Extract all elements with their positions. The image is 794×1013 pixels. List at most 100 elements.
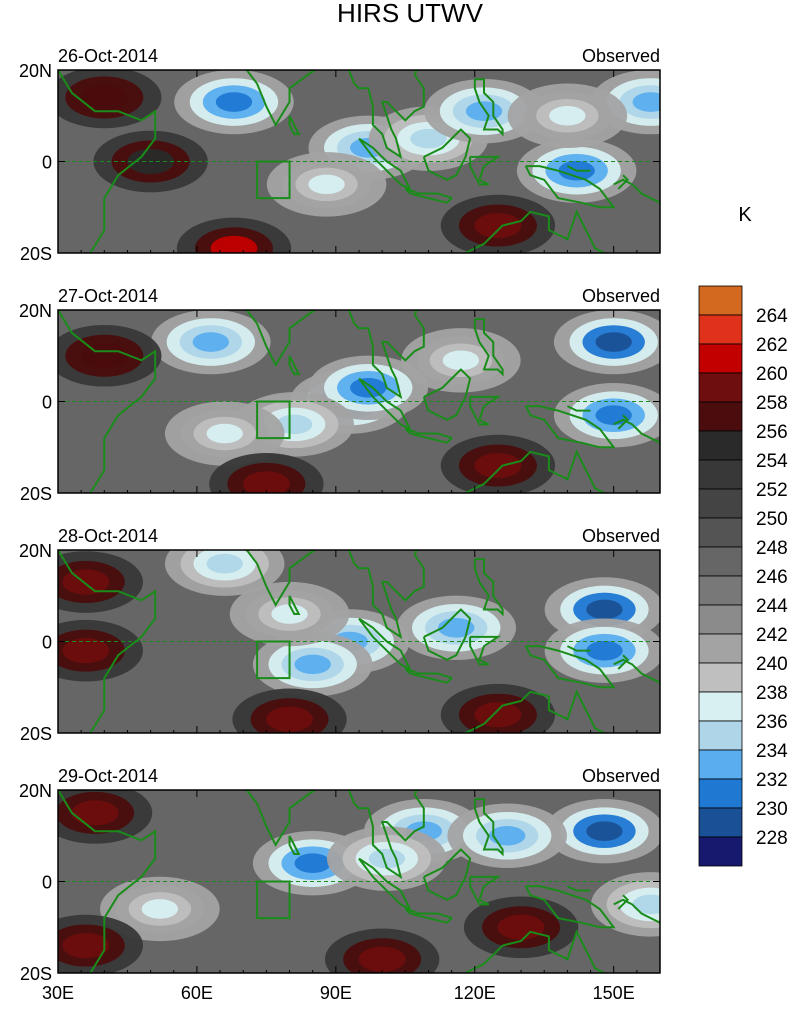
coastline <box>469 155 502 186</box>
coastline <box>566 885 591 892</box>
utwv-contour <box>595 332 632 352</box>
colorbar-swatch <box>698 314 743 345</box>
y-tick-label: 20N <box>19 61 52 81</box>
colorbar-label: 234 <box>756 741 788 762</box>
utwv-contour <box>465 101 503 121</box>
coastline <box>566 165 591 172</box>
colorbar-label: 254 <box>756 451 788 472</box>
y-tick-label: 20N <box>19 301 52 321</box>
coastline <box>358 857 413 912</box>
y-tick-label: 20S <box>20 244 52 264</box>
colorbar-label: 244 <box>756 596 788 617</box>
panel-date: 29-Oct-2014 <box>58 766 158 786</box>
utwv-contour <box>192 332 230 352</box>
utwv-contour <box>62 932 110 959</box>
utwv-contour <box>242 471 290 493</box>
colorbar-swatch <box>698 691 743 722</box>
colorbar-swatch <box>698 662 743 693</box>
coastline <box>464 929 605 973</box>
colorbar-label: 260 <box>756 364 788 385</box>
panel-source: Observed <box>582 766 660 786</box>
utwv-contour <box>294 654 331 675</box>
coastline <box>288 355 301 376</box>
colorbar-label: 228 <box>756 828 788 849</box>
utwv-contour <box>474 702 522 728</box>
colorbar-label: 248 <box>756 538 788 559</box>
utwv-contour <box>71 800 119 826</box>
colorbar-label: 242 <box>756 625 788 646</box>
colorbar-swatch <box>698 749 743 780</box>
coastline <box>617 174 630 190</box>
utwv-contour <box>586 640 623 661</box>
coastline <box>566 645 591 652</box>
x-tick-label: 120E <box>454 983 496 1003</box>
figure-title: HIRS UTWV <box>337 0 484 28</box>
coastline <box>404 427 454 444</box>
colorbar-swatch <box>698 430 743 461</box>
utwv-contour <box>474 452 522 479</box>
y-tick-label: 20N <box>19 781 52 801</box>
colorbar-swatch <box>698 343 743 374</box>
utwv-contour <box>215 92 253 112</box>
colorbar-swatch <box>698 778 743 809</box>
coastline <box>464 689 605 733</box>
utwv-contour <box>586 599 623 620</box>
coastline <box>183 550 425 640</box>
x-tick-label: 60E <box>181 983 213 1003</box>
utwv-contour <box>266 706 313 732</box>
coastline <box>473 798 504 857</box>
units-label: K <box>738 204 752 226</box>
utwv-contour <box>275 414 313 435</box>
x-tick-label: 90E <box>320 983 352 1003</box>
coastline <box>464 449 605 493</box>
utwv-contour <box>442 350 480 371</box>
coastline <box>469 875 502 906</box>
utwv-contour <box>206 553 243 574</box>
x-tick-label: 150E <box>593 983 635 1003</box>
colorbar-swatch <box>698 633 743 664</box>
map-panel: 20N 0 20S 28-Oct-2014 Observed <box>19 526 661 744</box>
coastline <box>404 668 454 684</box>
coastline <box>183 70 425 160</box>
colorbar-swatch <box>698 575 743 606</box>
panel-source: Observed <box>582 526 660 546</box>
utwv-contour <box>474 212 522 239</box>
box-region <box>256 400 291 440</box>
colorbar-swatch <box>698 372 743 403</box>
utwv-contour <box>632 894 660 915</box>
coastline <box>613 898 660 924</box>
panel-source: Observed <box>582 46 660 66</box>
coastline <box>358 137 413 192</box>
coastline <box>524 645 616 689</box>
coastline <box>473 558 504 617</box>
colorbar-label: 230 <box>756 799 788 820</box>
box-region <box>256 640 291 680</box>
utwv-contour <box>80 84 128 111</box>
coastline <box>288 115 301 136</box>
utwv-contour <box>141 899 179 919</box>
y-tick-label: 0 <box>42 873 52 893</box>
colorbar-swatch <box>698 401 743 432</box>
utwv-contour <box>586 821 623 841</box>
colorbar-label: 258 <box>756 393 788 414</box>
utwv-contour <box>358 946 406 972</box>
coastline <box>404 187 454 204</box>
utwv-contour <box>80 343 128 369</box>
utwv-contour <box>368 848 405 869</box>
coastline <box>58 310 157 493</box>
coastline <box>473 78 504 137</box>
coastline <box>613 178 660 204</box>
coastline <box>58 70 157 253</box>
colorbar-label: 238 <box>756 683 788 704</box>
colorbar-label: 264 <box>756 306 788 327</box>
coastline <box>422 368 472 421</box>
colorbar-swatch <box>698 488 743 519</box>
coastline <box>613 418 660 444</box>
box-region <box>256 880 291 920</box>
x-axis: 30E 60E 90E 120E 150E <box>42 983 635 1003</box>
map-panel: 20N 0 20S 27-Oct-2014 Observed <box>19 286 661 504</box>
coastline <box>183 790 425 880</box>
coastline <box>617 654 630 670</box>
colorbar-swatch <box>698 459 743 490</box>
utwv-contour <box>210 235 258 253</box>
